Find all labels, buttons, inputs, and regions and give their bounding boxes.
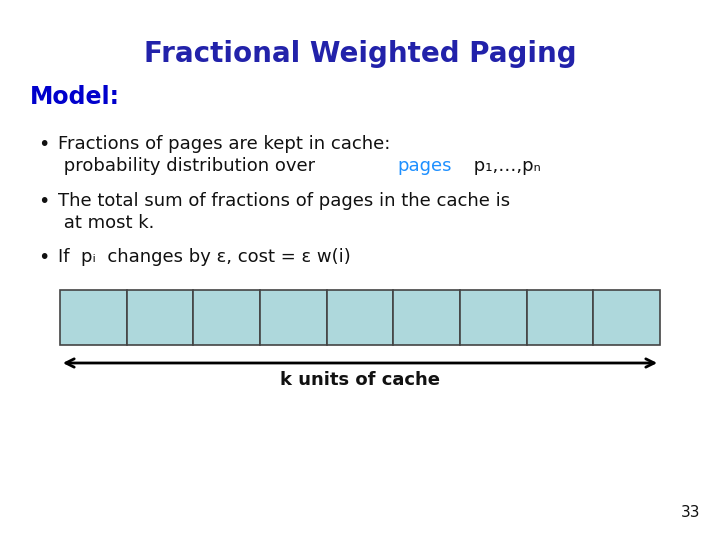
Text: p₁,…,pₙ: p₁,…,pₙ [467, 157, 540, 175]
Text: k units of cache: k units of cache [280, 371, 440, 389]
Bar [127, 290, 194, 345]
Text: pages: pages [397, 157, 451, 175]
Text: probability distribution over: probability distribution over [58, 157, 321, 175]
Text: •: • [38, 248, 50, 267]
Text: Fractional Weighted Paging: Fractional Weighted Paging [144, 40, 576, 68]
Bar [194, 290, 260, 345]
Text: •: • [38, 135, 50, 154]
Text: •: • [38, 192, 50, 211]
Bar [60, 290, 127, 345]
Text: Model:: Model: [30, 85, 120, 109]
Text: If  pᵢ  changes by ε, cost = ε w(i): If pᵢ changes by ε, cost = ε w(i) [58, 248, 351, 266]
Bar [327, 290, 393, 345]
Bar [460, 290, 526, 345]
Text: Fractions of pages are kept in cache:: Fractions of pages are kept in cache: [58, 135, 390, 153]
Bar [526, 290, 593, 345]
Text: The total sum of fractions of pages in the cache is: The total sum of fractions of pages in t… [58, 192, 510, 210]
Text: at most k.: at most k. [58, 214, 154, 232]
Bar [260, 290, 327, 345]
Bar [393, 290, 460, 345]
Bar [593, 290, 660, 345]
Text: 33: 33 [680, 505, 700, 520]
